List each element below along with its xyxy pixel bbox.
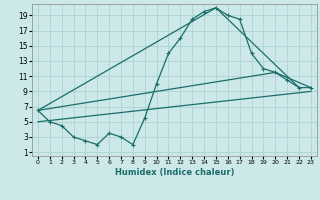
X-axis label: Humidex (Indice chaleur): Humidex (Indice chaleur) bbox=[115, 168, 234, 177]
